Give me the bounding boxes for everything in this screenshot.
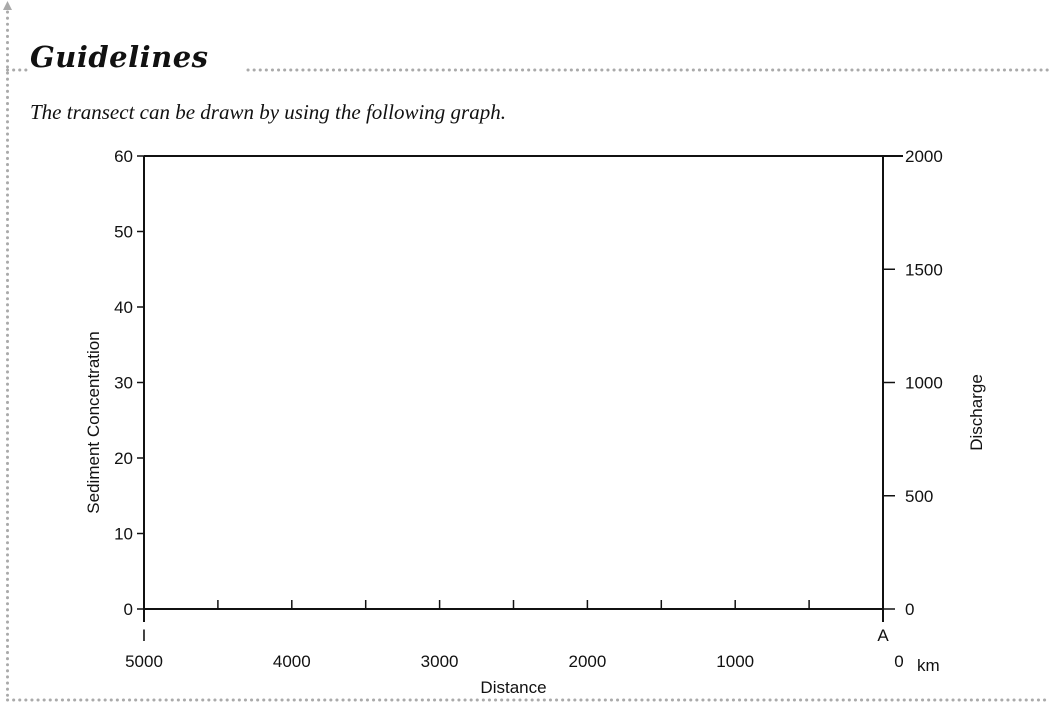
y2-tick-label: 1500 (905, 260, 943, 279)
y-tick-label: 10 (114, 525, 133, 544)
x-endpoint-label: I (142, 626, 147, 645)
y2-tick-label: 1000 (905, 374, 943, 393)
y-axis-title: Sediment Concentration (84, 331, 103, 513)
y-tick-label: 50 (114, 223, 133, 242)
guidelines-heading: Guidelines (30, 40, 209, 74)
y-tick-label: 20 (114, 449, 133, 468)
frame-arrow-icon (3, 1, 12, 10)
y2-tick-label: 0 (905, 600, 914, 619)
x-tick-label: 1000 (716, 652, 754, 671)
x-tick-label: 4000 (273, 652, 311, 671)
y2-tick-label: 500 (905, 487, 933, 506)
x-unit-label: km (917, 656, 940, 675)
y2-axis-title: Discharge (967, 374, 986, 451)
y-tick-label: 60 (114, 147, 133, 166)
y-tick-label: 40 (114, 298, 133, 317)
y-tick-label: 0 (124, 600, 133, 619)
x-tick-label: 0 (894, 652, 903, 671)
x-tick-label: 5000 (125, 652, 163, 671)
x-tick-label: 2000 (568, 652, 606, 671)
y2-tick-label: 2000 (905, 147, 943, 166)
y-tick-label: 30 (114, 374, 133, 393)
intro-text: The transect can be drawn by using the f… (30, 100, 506, 124)
x-axis-title: Distance (480, 678, 546, 697)
x-tick-label: 3000 (421, 652, 459, 671)
x-endpoint-label: A (877, 626, 889, 645)
